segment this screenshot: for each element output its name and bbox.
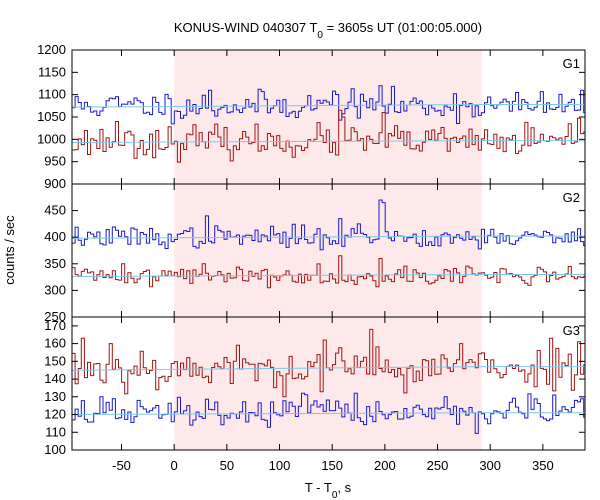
y-tick-label: 1100 — [38, 87, 66, 102]
highlight-band — [174, 50, 482, 450]
y-tick-label: 950 — [44, 154, 66, 169]
y-tick-label: 170 — [44, 318, 66, 333]
y-tick-label: 250 — [44, 309, 66, 324]
y-tick-label: 140 — [44, 371, 66, 386]
y-tick-label: 160 — [44, 336, 66, 351]
x-tick-label: 300 — [479, 458, 501, 473]
y-tick-label: 1200 — [37, 42, 66, 57]
panel-label-g2: G2 — [563, 190, 580, 205]
x-tick-label: 350 — [532, 458, 554, 473]
x-tick-label: 100 — [269, 458, 291, 473]
y-tick-label: 1050 — [37, 109, 66, 124]
panel-label-g1: G1 — [563, 56, 580, 71]
panel-label-g3: G3 — [563, 323, 580, 338]
y-tick-label: 450 — [44, 203, 66, 218]
y-tick-label: 120 — [44, 407, 66, 422]
y-tick-label: 100 — [44, 442, 66, 457]
y-tick-label: 150 — [44, 353, 66, 368]
x-tick-label: 50 — [220, 458, 234, 473]
y-axis-label: counts / sec — [2, 215, 17, 285]
x-tick-label: -50 — [112, 458, 131, 473]
background-fit-g2-upper — [71, 235, 482, 239]
x-tick-label: 150 — [321, 458, 343, 473]
y-tick-label: 350 — [44, 256, 66, 271]
background-fit-g3-lower — [71, 412, 482, 416]
series-g2-upper — [72, 199, 585, 251]
series-g2-lower — [72, 255, 585, 289]
background-fit-g3-upper — [71, 366, 482, 371]
series-g3-lower — [72, 392, 585, 434]
x-tick-label: 250 — [427, 458, 449, 473]
background-fit-g1-lower — [71, 140, 482, 143]
background-fit-g2-lower — [71, 273, 482, 278]
series-g3-upper — [72, 328, 585, 398]
chart-title: KONUS-WIND 040307 T0 = 3605s UT (01:00:0… — [174, 20, 482, 41]
series-g1-upper — [72, 85, 585, 125]
y-tick-label: 130 — [44, 389, 66, 404]
panel-frame-g3 — [71, 316, 586, 451]
x-axis-label: T - T0, s — [305, 480, 352, 500]
y-tick-label: 400 — [44, 229, 66, 244]
y-tick-label: 900 — [44, 176, 66, 191]
y-tick-label: 110 — [45, 424, 66, 439]
x-tick-label: 200 — [374, 458, 396, 473]
x-tick-label: 0 — [171, 458, 178, 473]
y-tick-label: 1150 — [38, 64, 66, 79]
y-tick-label: 1000 — [37, 131, 66, 146]
y-tick-label: 300 — [44, 282, 66, 297]
background-fit-g1-upper — [71, 103, 482, 108]
